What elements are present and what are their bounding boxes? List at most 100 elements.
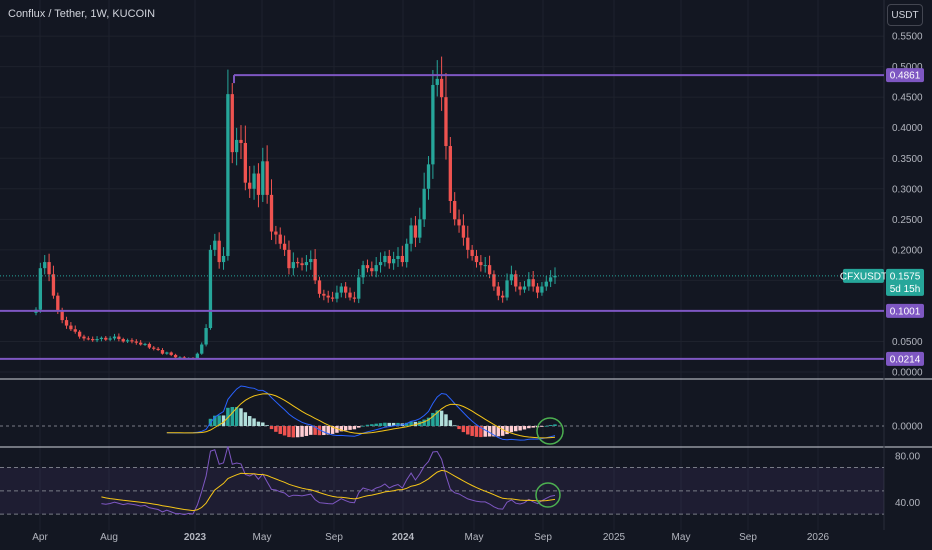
macd-bar [518, 426, 522, 431]
macd-bar [474, 426, 479, 437]
level-price-label: 0.0214 [890, 354, 921, 365]
currency-button[interactable]: USDT [887, 4, 923, 26]
candle-body [200, 344, 204, 354]
candle-body [466, 237, 470, 250]
symbol-badge-label: CFXUSDT [840, 271, 887, 282]
macd-bar [396, 422, 400, 426]
candle-body [204, 328, 208, 345]
macd-bar [374, 423, 378, 426]
macd-bar [234, 406, 239, 426]
candle-body [291, 262, 295, 269]
candle-body [139, 342, 143, 345]
macd-bar [383, 422, 387, 426]
candle-body [540, 286, 544, 293]
candle-body [326, 295, 330, 298]
candle-body [352, 297, 357, 299]
candle-body [117, 336, 121, 340]
candle-body [470, 249, 474, 256]
macd-bar [243, 412, 248, 426]
macd-bar [370, 424, 374, 426]
x-tick-label: 2026 [807, 532, 830, 543]
candle-body [130, 340, 134, 342]
candle-body [77, 331, 82, 337]
macd-bar [466, 426, 470, 435]
candle-body [553, 275, 557, 278]
candle-body [322, 293, 326, 296]
macd-bar [330, 426, 335, 434]
candle-body [287, 249, 291, 269]
candle-body [496, 286, 500, 296]
candle-body [378, 262, 383, 266]
macd-bar [500, 426, 505, 436]
candle-body [422, 188, 426, 220]
candle-body [448, 146, 452, 201]
candle-body [234, 139, 239, 153]
macd-bar [339, 426, 344, 432]
macd-bar [522, 426, 527, 430]
candle-body [156, 348, 160, 351]
candle-body [330, 297, 335, 299]
macd-bar [505, 426, 509, 435]
macd-bar [300, 426, 304, 437]
candle-body [505, 280, 509, 298]
macd-bar [365, 424, 370, 426]
candle-body [43, 262, 47, 269]
countdown-label: 5d 15h [890, 284, 921, 295]
macd-bar [544, 425, 549, 427]
candle-body [95, 339, 99, 341]
y-tick-label: 0.5500 [892, 32, 923, 43]
level-price-badge [886, 351, 924, 366]
macd-bar [282, 426, 287, 436]
candle-body [64, 320, 69, 326]
macd-bar [483, 426, 487, 437]
x-tick-label: Apr [32, 532, 48, 543]
candle-body [387, 255, 391, 264]
x-tick-label: May [465, 532, 484, 543]
macd-bar [378, 423, 383, 426]
candle-body [309, 259, 313, 263]
candle-body [548, 277, 553, 282]
candle-body [383, 255, 387, 263]
candle-body [391, 259, 396, 264]
y-tick-label: 0.2500 [892, 215, 923, 226]
candle-body [278, 234, 282, 244]
candle-body [208, 249, 213, 329]
candle-body [125, 340, 130, 342]
candle-body [487, 265, 492, 275]
candle-body [152, 347, 156, 349]
candle-body [252, 173, 256, 189]
macd-bar [509, 426, 514, 433]
macd-bar [461, 426, 466, 433]
candle-body [409, 225, 413, 244]
x-tick-label: 2025 [603, 532, 626, 543]
signal-line [166, 393, 556, 439]
macd-bar [470, 426, 474, 436]
macd-bar [287, 426, 291, 438]
candle-body [365, 265, 370, 269]
candle-body [361, 265, 365, 278]
candle-body [73, 329, 77, 332]
macd-bar [496, 426, 501, 437]
candle-body [51, 274, 56, 296]
candle-body [396, 255, 400, 260]
macd-bar [448, 420, 453, 426]
y-tick-label: 0.0500 [892, 337, 923, 348]
candle-body [134, 341, 138, 343]
candle-body [374, 265, 378, 272]
candle-body [431, 84, 435, 165]
candle-body [56, 295, 60, 311]
candle-body [444, 97, 448, 147]
candle-body [121, 339, 125, 342]
candle-body [343, 286, 348, 293]
candle-body [274, 231, 278, 235]
macd-bar [230, 407, 235, 426]
candle-body [439, 78, 444, 98]
candle-body [348, 292, 352, 298]
candle-body [317, 280, 322, 294]
macd-bar [361, 425, 365, 427]
candle-body [483, 265, 487, 267]
macd-bar [413, 421, 418, 426]
macd-bar [548, 425, 553, 426]
macd-bar [261, 422, 265, 426]
